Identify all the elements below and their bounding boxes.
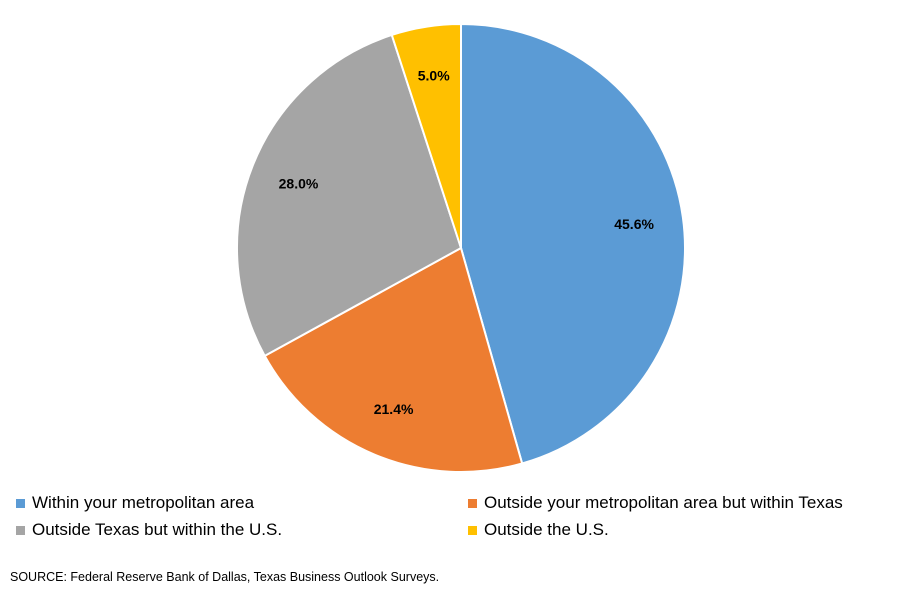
chart-legend: Within your metropolitan area Outside yo… [16, 493, 910, 540]
pie-slice-outside-the-u-s [390, 23, 462, 249]
legend-label: Outside your metropolitan area but withi… [484, 493, 843, 512]
pie-chart: 45.6% 21.4% 28.0% 5.0% [236, 23, 686, 473]
data-label-outside-the-u-s: 5.0% [418, 67, 450, 83]
source-note: SOURCE: Federal Reserve Bank of Dallas, … [10, 570, 440, 584]
legend-item-outside-metro-within-texas: Outside your metropolitan area but withi… [468, 493, 910, 513]
legend-item-outside-texas-within-us: Outside Texas but within the U.S. [16, 520, 468, 540]
legend-swatch [16, 525, 25, 535]
pie-slice-outside-texas-but-within-the-u-s [236, 33, 462, 357]
data-label-outside-texas-but-within-the-u-s: 28.0% [279, 176, 319, 192]
pie-slice-within-your-metropolitan-area [460, 23, 686, 465]
legend-label: Outside Texas but within the U.S. [32, 520, 283, 539]
legend-swatch [468, 525, 477, 535]
legend-swatch [16, 498, 25, 508]
pie-slice-outside-your-metropolitan-area-but-within-texas [263, 247, 524, 473]
legend-swatch [468, 498, 477, 508]
data-label-outside-your-metropolitan-area-but-within-texas: 21.4% [374, 401, 414, 417]
data-label-within-your-metropolitan-area: 45.6% [614, 216, 654, 232]
legend-item-outside-us: Outside the U.S. [468, 520, 910, 540]
legend-label: Within your metropolitan area [32, 493, 255, 512]
legend-item-within-metro: Within your metropolitan area [16, 493, 468, 513]
legend-label: Outside the U.S. [484, 520, 609, 539]
